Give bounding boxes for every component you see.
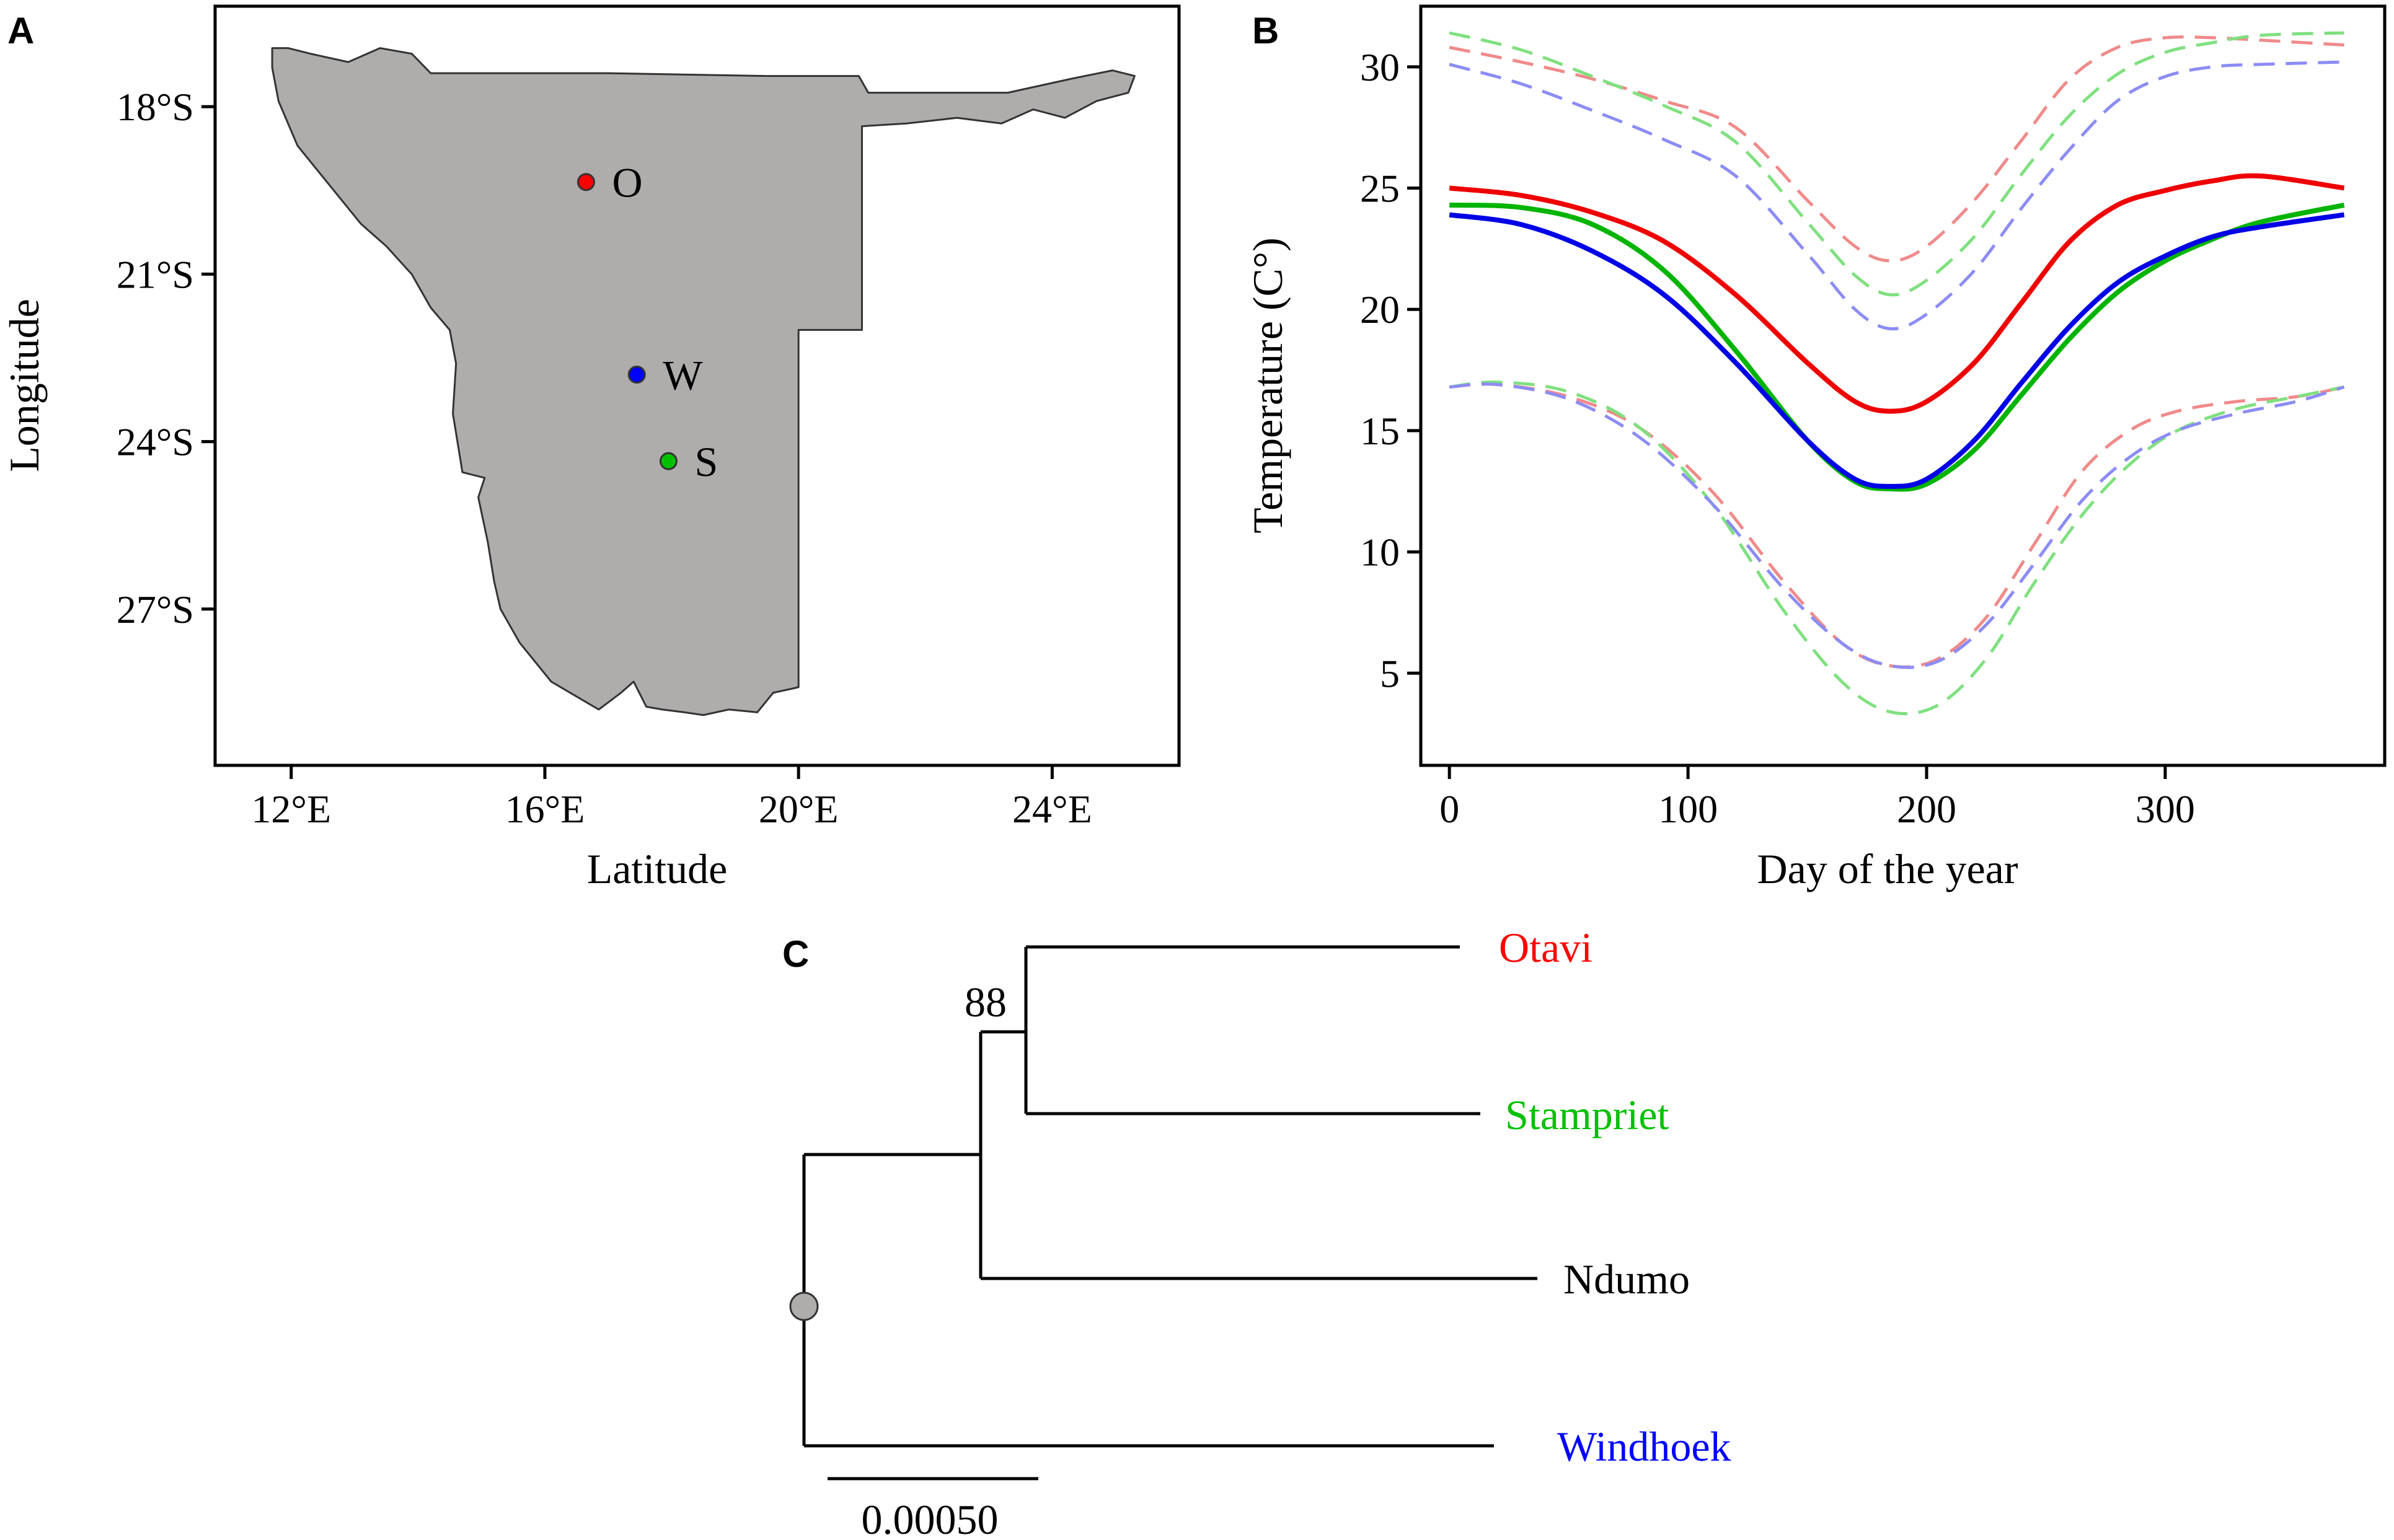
taxon-label-otavi: Otavi — [1499, 924, 1592, 971]
series-line-windhoek-min — [1449, 382, 2345, 669]
map-y-axis: 18°S 21°S 24°S 27°S — [117, 85, 215, 631]
site-label-stampriet: S — [694, 438, 718, 485]
chart-y-tick-label: 30 — [1360, 45, 1400, 89]
chart-y-tick-label: 5 — [1380, 651, 1400, 695]
map-sites: O WS — [576, 159, 718, 485]
site-label-otavi: O — [612, 159, 642, 206]
chart-y-tick-label: 25 — [1360, 167, 1400, 211]
site-label-windhoek: W — [663, 351, 703, 398]
chart-frame — [1419, 4, 2387, 767]
chart-x-tick-label: 100 — [1658, 787, 1718, 831]
chart-x-axis: 0 100 200 300 — [1439, 765, 2195, 831]
panel-b-letter: B — [1252, 10, 1279, 51]
chart-x-tick-label: 200 — [1897, 787, 1956, 831]
map-x-tick-label: 24°E — [1012, 787, 1092, 831]
chart-y-tick-label: 10 — [1360, 530, 1400, 574]
chart-y-axis: 5 10 15 20 25 30 — [1360, 45, 1421, 695]
series-line-stampriet-min — [1449, 380, 2345, 716]
series-line-otavi-min — [1449, 382, 2345, 669]
site-marker-otavi — [576, 173, 595, 191]
namibia-outline — [271, 47, 1136, 716]
map-x-axis: 12°E 16°E 20°E 24°E — [251, 765, 1092, 831]
taxon-label-windhoek: Windhoek — [1557, 1423, 1731, 1470]
root-node-marker — [789, 1291, 819, 1321]
series-line-otavi-mean — [1449, 173, 2345, 414]
map-x-tick-label: 16°E — [505, 787, 585, 831]
bootstrap-value: 88 — [965, 979, 1007, 1026]
chart-x-tick-label: 0 — [1439, 787, 1459, 831]
chart-y-tick-label: 15 — [1360, 409, 1400, 453]
scale-bar-label: 0.00050 — [862, 1496, 999, 1540]
map-x-tick-label: 12°E — [251, 787, 331, 831]
map-y-tick-label: 18°S — [117, 85, 194, 129]
panel-b: B 0 100 200 300 5 10 15 20 25 30 Day of the year… — [1244, 4, 2387, 892]
map-y-tick-label: 24°S — [117, 420, 194, 464]
chart-series — [1449, 31, 2345, 716]
series-line-stampriet-max — [1449, 31, 2344, 297]
series-line-otavi-max — [1449, 35, 2344, 263]
map-x-tick-label: 20°E — [759, 787, 839, 831]
panel-c: C 88 Otavi Stampriet Ndumo Windhoek 0.00… — [782, 924, 1731, 1540]
taxon-label-ndumo: Ndumo — [1563, 1256, 1690, 1303]
site-marker-stampriet — [659, 452, 678, 470]
series-line-windhoek-max — [1449, 60, 2344, 331]
map-frame — [213, 4, 1181, 767]
map-y-tick-label: 21°S — [117, 252, 194, 296]
map-x-label: Latitude — [587, 845, 728, 892]
site-marker-windhoek — [627, 365, 646, 384]
panel-a: A 12°E 16°E 20°E 24°E 18°S21°S24°S27°S OWS … — [1, 4, 1181, 892]
map-y-tick-label: 27°S — [117, 587, 194, 631]
chart-y-tick-label: 20 — [1360, 288, 1400, 332]
taxon-label-stampriet: Stampriet — [1505, 1091, 1669, 1138]
series-line-stampriet-mean — [1449, 202, 2345, 492]
panel-c-letter: C — [782, 933, 809, 975]
chart-y-label: Temperature (C°) — [1244, 237, 1291, 533]
series-line-windhoek-mean — [1449, 212, 2345, 489]
chart-x-label: Day of the year — [1757, 845, 2018, 892]
panel-a-letter: A — [7, 10, 34, 51]
map-y-label: Longitude — [1, 299, 48, 472]
chart-x-tick-label: 300 — [2136, 787, 2195, 831]
